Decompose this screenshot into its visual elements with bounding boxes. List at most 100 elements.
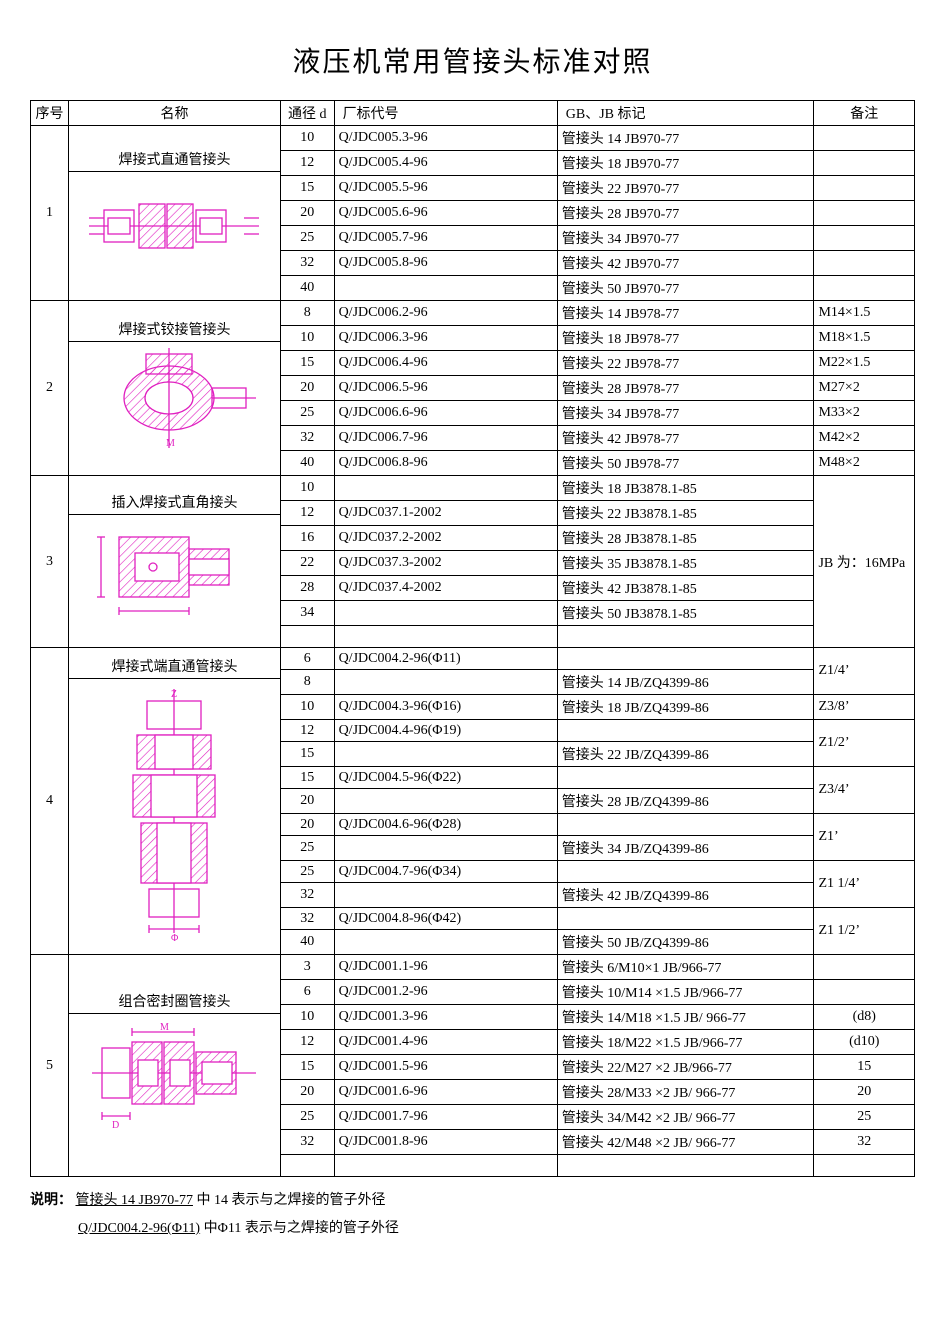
cell-diameter: 40: [281, 451, 335, 476]
cell-factory-code: Q/JDC001.6-96: [334, 1080, 557, 1105]
cell-gb-code: 管接头 50 JB3878.1-85: [557, 601, 814, 626]
section-name-diagram: 组合密封圈管接头 M D: [68, 955, 280, 1177]
cell-factory-code: [334, 836, 557, 861]
section-name: 焊接式直通管接头: [69, 147, 280, 172]
cell-factory-code: Q/JDC006.4-96: [334, 351, 557, 376]
cell-gb-code: 管接头 22 JB/ZQ4399-86: [557, 742, 814, 767]
cell-note: 20: [814, 1080, 915, 1105]
cell-diameter: 28: [281, 576, 335, 601]
cell-diameter: 22: [281, 551, 335, 576]
cell-gb-code: 管接头 14 JB970-77: [557, 126, 814, 151]
cell-note: 25: [814, 1105, 915, 1130]
cell-diameter: 20: [281, 1080, 335, 1105]
cell-factory-code: Q/JDC006.2-96: [334, 301, 557, 326]
cell-note: M33×2: [814, 401, 915, 426]
footnotes: 说明： 管接头 14 JB970-77 中 14 表示与之焊接的管子外径 Q/J…: [30, 1187, 915, 1243]
cell-diameter: 32: [281, 426, 335, 451]
cell-diameter: 8: [281, 670, 335, 695]
cell-factory-code: [334, 742, 557, 767]
cell-factory-code: Q/JDC005.6-96: [334, 201, 557, 226]
cell-gb-code: 管接头 50 JB/ZQ4399-86: [557, 930, 814, 955]
cell-diameter: 25: [281, 861, 335, 883]
cell-note: [814, 1155, 915, 1177]
cell-factory-code: Q/JDC037.4-2002: [334, 576, 557, 601]
cell-gb-code: 管接头 42 JB3878.1-85: [557, 576, 814, 601]
cell-note-group: Z1’: [814, 814, 915, 861]
section-index: 4: [31, 648, 69, 955]
cell-gb-code: [557, 767, 814, 789]
cell-factory-code: Q/JDC004.6-96(Φ28): [334, 814, 557, 836]
cell-diameter: 6: [281, 980, 335, 1005]
cell-diameter: 10: [281, 326, 335, 351]
table-row: 1焊接式直通管接头 10Q/JDC005.3-96管接头 14 JB970-77: [31, 126, 915, 151]
cell-diameter: 15: [281, 742, 335, 767]
cell-note: 32: [814, 1130, 915, 1155]
cell-factory-code: Q/JDC006.8-96: [334, 451, 557, 476]
cell-note: M22×1.5: [814, 351, 915, 376]
cell-gb-code: 管接头 42 JB/ZQ4399-86: [557, 883, 814, 908]
cell-factory-code: [334, 601, 557, 626]
cell-diameter: 15: [281, 351, 335, 376]
fitting-diagram-icon: [69, 519, 280, 629]
cell-diameter: 6: [281, 648, 335, 670]
cell-note: [814, 980, 915, 1005]
cell-diameter: 25: [281, 226, 335, 251]
cell-factory-code: Q/JDC001.4-96: [334, 1030, 557, 1055]
cell-gb-code: 管接头 22 JB3878.1-85: [557, 501, 814, 526]
section-name: 插入焊接式直角接头: [69, 490, 280, 515]
cell-diameter: 15: [281, 176, 335, 201]
section-name: 焊接式铰接管接头: [69, 317, 280, 342]
cell-factory-code: Q/JDC004.8-96(Φ42): [334, 908, 557, 930]
cell-diameter: 10: [281, 476, 335, 501]
cell-diameter: 25: [281, 836, 335, 861]
standards-table: 序号 名称 通径 d 厂标代号 GB、JB 标记 备注 1焊接式直通管接头 10…: [30, 100, 915, 1177]
cell-gb-code: 管接头 34 JB970-77: [557, 226, 814, 251]
cell-diameter: 25: [281, 401, 335, 426]
cell-note: [814, 176, 915, 201]
cell-factory-code: Q/JDC005.7-96: [334, 226, 557, 251]
cell-gb-code: [557, 1155, 814, 1177]
col-idx-header: 序号: [31, 101, 69, 126]
cell-diameter: 16: [281, 526, 335, 551]
cell-factory-code: Q/JDC006.7-96: [334, 426, 557, 451]
cell-note: [814, 276, 915, 301]
table-row: 4焊接式端直通管接头 Z Φ 6Q/JDC004.2-96(Φ11)Z1/4’: [31, 648, 915, 670]
cell-diameter: 8: [281, 301, 335, 326]
cell-note: M48×2: [814, 451, 915, 476]
table-header-row: 序号 名称 通径 d 厂标代号 GB、JB 标记 备注: [31, 101, 915, 126]
cell-gb-code: 管接头 14 JB978-77: [557, 301, 814, 326]
cell-note: [814, 251, 915, 276]
cell-note: [814, 955, 915, 980]
cell-diameter: 3: [281, 955, 335, 980]
cell-factory-code: [334, 626, 557, 648]
cell-gb-code: 管接头 50 JB970-77: [557, 276, 814, 301]
footnote-line1-text: 中 14 表示与之焊接的管子外径: [196, 1193, 385, 1208]
cell-factory-code: Q/JDC006.5-96: [334, 376, 557, 401]
cell-factory-code: Q/JDC005.3-96: [334, 126, 557, 151]
section-index: 3: [31, 476, 69, 648]
cell-diameter: [281, 1155, 335, 1177]
page-title: 液压机常用管接头标准对照: [30, 40, 915, 80]
cell-diameter: 10: [281, 1005, 335, 1030]
cell-diameter: 32: [281, 251, 335, 276]
cell-note-group: Z1/4’: [814, 648, 915, 695]
cell-note: [814, 201, 915, 226]
cell-factory-code: Q/JDC001.3-96: [334, 1005, 557, 1030]
footnote-line1-underline: 管接头 14 JB970-77: [76, 1193, 193, 1208]
section-index: 1: [31, 126, 69, 301]
section-name-diagram: 插入焊接式直角接头: [68, 476, 280, 648]
svg-text:M: M: [160, 1022, 169, 1033]
cell-gb-code: [557, 861, 814, 883]
section-index: 2: [31, 301, 69, 476]
cell-gb-code: 管接头 35 JB3878.1-85: [557, 551, 814, 576]
cell-diameter: 40: [281, 276, 335, 301]
col-gb-header: GB、JB 标记: [557, 101, 814, 126]
cell-gb-code: [557, 626, 814, 648]
section-name: 组合密封圈管接头: [69, 989, 280, 1014]
cell-note-group: Z1 1/2’: [814, 908, 915, 955]
footnote-line2-underline: Q/JDC004.2-96(Φ11): [78, 1221, 200, 1236]
cell-factory-code: Q/JDC004.4-96(Φ19): [334, 720, 557, 742]
cell-factory-code: Q/JDC001.8-96: [334, 1130, 557, 1155]
cell-diameter: 32: [281, 908, 335, 930]
cell-gb-code: 管接头 28 JB978-77: [557, 376, 814, 401]
